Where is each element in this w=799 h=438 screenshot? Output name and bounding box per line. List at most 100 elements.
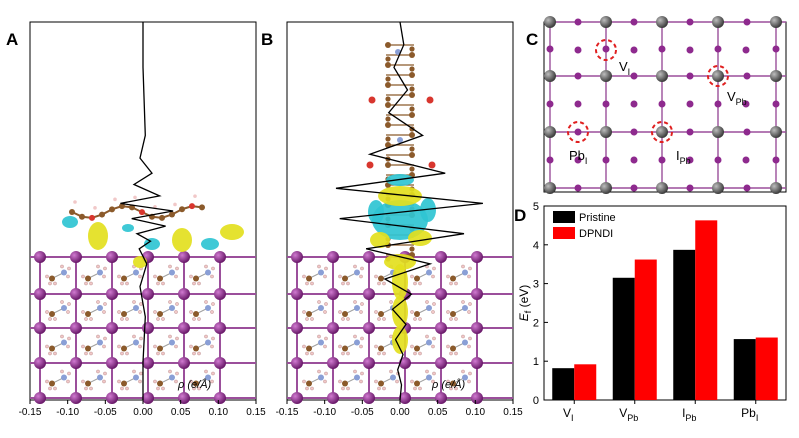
hydrogen-atom	[377, 351, 381, 356]
carbon-atom	[450, 311, 456, 317]
iodine-atom	[327, 288, 339, 300]
hydrogen-atom	[89, 317, 93, 321]
carbon-atom	[157, 311, 163, 317]
iodine-atom	[630, 46, 638, 54]
hydrogen-atom	[120, 317, 124, 321]
carbon-atom	[85, 275, 91, 282]
oxygen-atom	[368, 96, 376, 104]
bar-dpndi-4	[755, 337, 778, 400]
hydrogen-atom	[418, 386, 422, 391]
nitrogen-atom	[462, 374, 468, 381]
hydrogen-atom	[353, 369, 357, 374]
iodine-atom	[363, 288, 375, 300]
hydrogen-atom	[66, 344, 70, 349]
charge-accumulation-lobe	[88, 222, 108, 250]
x-tick-label: 0.10	[466, 407, 486, 418]
hydrogen-atom	[174, 310, 178, 314]
hydrogen-atom	[324, 336, 328, 341]
hydrogen-atom	[461, 300, 465, 304]
iodine-atom	[435, 288, 447, 300]
nitrogen-atom	[169, 305, 175, 311]
hydrogen-atom	[168, 334, 172, 339]
nitrogen-atom	[318, 269, 324, 276]
hydrogen-atom	[324, 302, 328, 306]
carbon-atom	[385, 76, 391, 82]
iodine-atom	[142, 357, 154, 369]
carbon-atom	[193, 275, 199, 282]
iodine-atom	[743, 128, 751, 136]
carbon-atom	[306, 380, 312, 387]
carbon-atom	[450, 345, 456, 352]
carbon-atom	[450, 380, 456, 387]
hydrogen-atom	[432, 336, 436, 341]
hydrogen-atom	[53, 317, 57, 321]
x-tick-label: 0.05	[171, 407, 191, 418]
hydrogen-atom	[468, 336, 472, 341]
hydrogen-atom	[305, 351, 309, 356]
hydrogen-atom	[302, 379, 306, 384]
carbon-atom	[378, 380, 384, 387]
lead-atom	[712, 126, 724, 138]
nitrogen-atom	[205, 374, 211, 381]
carbon-atom	[306, 311, 312, 317]
hydrogen-atom	[189, 379, 193, 384]
carbon-atom	[85, 311, 91, 317]
x-tick-label: VPb	[619, 406, 638, 423]
carbon-atom	[409, 246, 415, 252]
charge-accumulation-lobe	[392, 264, 408, 300]
hydrogen-atom	[341, 386, 345, 391]
carbon-atom	[306, 275, 312, 282]
iodine-atom	[602, 45, 610, 53]
charge-accumulation-lobe	[408, 230, 432, 246]
hydrogen-atom	[96, 264, 100, 269]
iodine-atom	[546, 156, 554, 164]
x-tick-label: IPb	[682, 406, 696, 423]
hydrogen-atom	[467, 379, 471, 384]
carbon-atom	[49, 275, 55, 282]
hydrogen-atom	[204, 334, 208, 339]
carbon-atom	[409, 166, 415, 172]
hydrogen-atom	[310, 351, 314, 356]
iodine-atom	[142, 392, 154, 404]
hydrogen-atom	[103, 266, 107, 271]
defect-marker-4	[651, 121, 673, 143]
hydrogen-atom	[60, 264, 64, 269]
iodine-atom	[363, 322, 375, 334]
nitrogen-atom	[97, 339, 103, 346]
x-tick-label: 0.15	[246, 407, 266, 418]
lead-atom	[656, 16, 668, 28]
nitrogen-atom	[318, 305, 324, 311]
hydrogen-atom	[84, 281, 88, 286]
hydrogen-atom	[161, 386, 165, 391]
bar-pristine-1	[552, 368, 575, 400]
hydrogen-atom	[138, 310, 142, 314]
x-tick-label: -0.15	[276, 407, 299, 418]
oxygen-atom	[426, 96, 434, 104]
hydrogen-atom	[117, 310, 121, 314]
hydrogen-atom	[60, 300, 64, 304]
nitrogen-atom	[426, 374, 432, 381]
nitrogen-atom	[426, 305, 432, 311]
carbon-atom	[49, 311, 55, 317]
carbon-atom	[385, 42, 391, 48]
hydrogen-atom	[67, 336, 71, 341]
hydrogen-atom	[93, 206, 97, 210]
hydrogen-atom	[204, 264, 208, 269]
hydrogen-atom	[210, 274, 214, 279]
hydrogen-atom	[96, 300, 100, 304]
hydrogen-atom	[197, 351, 201, 356]
x-tick-label: -0.10	[56, 407, 79, 418]
panel-b-charge-density-isosurface	[368, 174, 436, 354]
defect-label-i-pb: IPb	[676, 148, 691, 166]
iodine-atom	[291, 357, 303, 369]
defect-label-pb-i: PbI	[569, 148, 587, 166]
hydrogen-atom	[468, 371, 472, 376]
charge-depletion-lobe	[201, 238, 219, 250]
hydrogen-atom	[103, 371, 107, 376]
hydrogen-atom	[153, 310, 157, 314]
hydrogen-atom	[446, 344, 450, 349]
hydrogen-atom	[360, 371, 364, 376]
iodine-atom	[471, 251, 483, 263]
hydrogen-atom	[377, 281, 381, 286]
iodine-atom	[34, 251, 46, 263]
